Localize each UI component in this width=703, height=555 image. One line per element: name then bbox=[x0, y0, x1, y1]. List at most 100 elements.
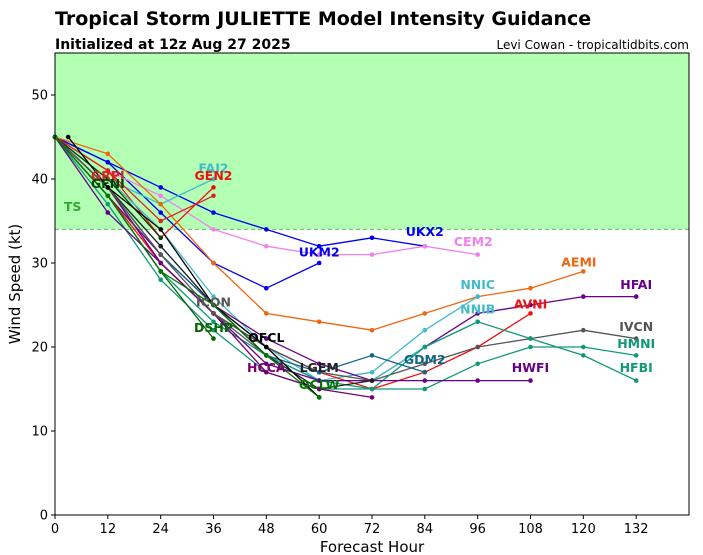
series-line bbox=[54, 136, 425, 247]
data-point bbox=[158, 227, 163, 232]
data-point bbox=[105, 185, 111, 190]
data-point bbox=[316, 243, 322, 249]
data-point bbox=[158, 243, 163, 249]
data-point bbox=[369, 235, 375, 241]
data-point bbox=[264, 353, 269, 358]
y-axis-label: Wind Speed (kt) bbox=[6, 224, 24, 345]
y-tick-label: 10 bbox=[31, 425, 48, 440]
x-axis-label: Forecast Hour bbox=[320, 538, 425, 555]
model-label-aemi: AEMI bbox=[561, 254, 596, 269]
data-point bbox=[475, 294, 481, 299]
x-tick-label: 60 bbox=[311, 522, 328, 537]
data-point bbox=[211, 185, 216, 190]
model-label-gen2: GEN2 bbox=[195, 168, 233, 183]
x-tick-label: 84 bbox=[417, 522, 434, 537]
data-point bbox=[211, 302, 216, 308]
data-point bbox=[211, 176, 216, 182]
model-label-lgem: LGEM bbox=[300, 360, 339, 375]
data-point bbox=[422, 243, 428, 249]
series-line bbox=[54, 136, 637, 382]
data-point bbox=[528, 285, 533, 291]
data-point bbox=[581, 294, 586, 299]
data-point bbox=[105, 159, 111, 165]
data-point bbox=[316, 395, 322, 400]
model-label-icon: ICON bbox=[196, 295, 231, 310]
x-tick-label: 12 bbox=[100, 522, 117, 537]
data-point bbox=[158, 252, 163, 257]
ts-label: TS bbox=[64, 199, 82, 214]
y-tick-label: 30 bbox=[31, 257, 48, 272]
model-label-nnib: NNIB bbox=[460, 301, 495, 316]
model-label-gdm2: GDM2 bbox=[404, 352, 446, 367]
data-point bbox=[105, 210, 111, 215]
x-axis: 0 12 24 36 48 60 72 84 96 108 120 132 bbox=[51, 515, 649, 537]
data-point bbox=[475, 378, 481, 383]
x-tick-label: 120 bbox=[571, 522, 596, 537]
data-point bbox=[316, 260, 322, 266]
data-point bbox=[475, 311, 481, 316]
data-point bbox=[264, 344, 269, 350]
data-point bbox=[528, 378, 533, 383]
data-point bbox=[528, 302, 533, 308]
data-point bbox=[211, 210, 216, 215]
data-point bbox=[264, 369, 269, 375]
data-point bbox=[158, 193, 163, 199]
x-tick-label: 72 bbox=[364, 522, 381, 537]
data-point bbox=[422, 361, 428, 367]
model-label-hfbi: HFBI bbox=[620, 360, 653, 375]
data-point bbox=[369, 327, 375, 333]
tropical-storm-band bbox=[55, 53, 689, 230]
chart-credit: Levi Cowan - tropicaltidbits.com bbox=[496, 38, 689, 52]
model-label-ofcl: OFCL bbox=[248, 330, 284, 345]
data-point bbox=[316, 361, 322, 367]
data-point bbox=[422, 311, 428, 316]
y-axis: 0 10 20 30 40 50 bbox=[31, 89, 55, 524]
data-point bbox=[158, 210, 163, 215]
data-point bbox=[158, 218, 163, 224]
data-point bbox=[211, 260, 216, 266]
model-label-cem2: CEM2 bbox=[454, 234, 493, 249]
series-hfbi bbox=[52, 134, 639, 392]
data-point bbox=[369, 252, 375, 257]
model-label-avni: AVNI bbox=[514, 296, 548, 311]
model-label-ivcn: IVCN bbox=[619, 319, 653, 334]
model-label-hcca: HCCA bbox=[247, 360, 286, 375]
y-tick-label: 20 bbox=[31, 341, 48, 356]
model-label-hmni: HMNI bbox=[617, 336, 655, 351]
x-tick-label: 96 bbox=[469, 522, 486, 537]
data-point bbox=[475, 361, 481, 367]
data-point bbox=[422, 344, 428, 350]
data-point bbox=[158, 235, 163, 241]
data-point bbox=[158, 269, 163, 274]
data-point bbox=[369, 386, 375, 392]
data-point bbox=[211, 311, 216, 316]
data-point bbox=[264, 243, 269, 249]
model-label-gfni: GFNI bbox=[91, 176, 125, 191]
data-point bbox=[633, 294, 639, 299]
data-point bbox=[316, 386, 322, 392]
series-oclw bbox=[52, 134, 322, 400]
data-point bbox=[369, 353, 375, 358]
data-point bbox=[158, 201, 163, 207]
data-point bbox=[528, 336, 533, 341]
series-line bbox=[54, 136, 637, 390]
model-label-hfai: HFAI bbox=[620, 277, 652, 292]
data-point bbox=[211, 336, 216, 341]
data-point bbox=[369, 378, 375, 383]
data-point bbox=[581, 269, 586, 274]
x-tick-label: 48 bbox=[258, 522, 275, 537]
data-point bbox=[264, 361, 269, 367]
data-point bbox=[264, 285, 269, 291]
chart-subtitle: Initialized at 12z Aug 27 2025 bbox=[55, 37, 291, 53]
data-point bbox=[158, 185, 163, 190]
data-point bbox=[316, 319, 322, 325]
data-point bbox=[528, 344, 533, 350]
data-point bbox=[633, 353, 639, 358]
data-point bbox=[211, 227, 216, 232]
data-point bbox=[105, 201, 111, 207]
data-point bbox=[475, 252, 481, 257]
data-point bbox=[369, 369, 375, 375]
data-point bbox=[422, 369, 428, 375]
y-tick-label: 40 bbox=[31, 173, 48, 188]
